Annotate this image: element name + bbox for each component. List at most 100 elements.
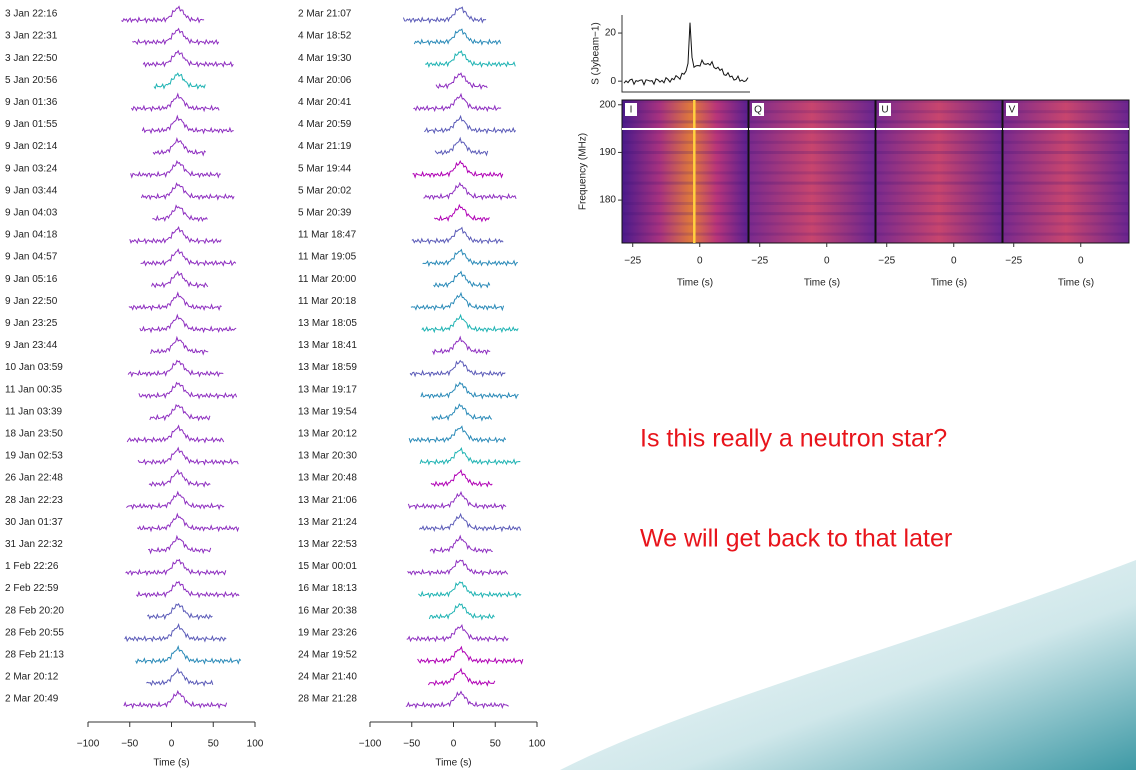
noise-band [1003, 182, 1129, 185]
noise-band [622, 171, 748, 174]
row-label: 19 Mar 23:26 [298, 627, 357, 638]
row-label: 11 Mar 18:47 [298, 230, 357, 241]
noise-band [876, 182, 1002, 185]
row-label: 19 Jan 02:53 [5, 451, 63, 462]
row-label: 2 Mar 20:12 [5, 672, 59, 683]
noise-band [749, 202, 875, 205]
spike [693, 100, 696, 243]
noise-band [749, 120, 875, 123]
row-label: 2 Feb 22:59 [5, 583, 59, 594]
x-tick-label: 0 [824, 256, 830, 267]
noise-band [622, 110, 748, 113]
noise-band [749, 131, 875, 134]
row-label: 9 Jan 05:16 [5, 274, 58, 285]
noise-band [876, 131, 1002, 134]
row-label: 26 Jan 22:48 [5, 473, 63, 484]
x-tick-label: 0 [1078, 256, 1084, 267]
note: Is this really a neutron star? [640, 425, 947, 453]
noise-band [622, 131, 748, 134]
row-label: 9 Jan 22:50 [5, 296, 58, 307]
noise-band [1003, 100, 1129, 103]
row-label: 16 Mar 18:13 [298, 583, 357, 594]
row-label: 2 Mar 21:07 [298, 9, 352, 20]
row-label: 24 Mar 21:40 [298, 672, 357, 683]
noise-band [749, 182, 875, 185]
row-label: 4 Mar 18:52 [298, 31, 352, 42]
x-tick-label: 0 [697, 256, 703, 267]
noise-band [876, 192, 1002, 195]
row-label: 5 Jan 20:56 [5, 75, 58, 86]
x-tick-label: 100 [247, 739, 264, 750]
row-label: 9 Jan 03:24 [5, 163, 58, 174]
row-label: 15 Mar 00:01 [298, 561, 357, 572]
noise-band [622, 100, 748, 103]
noise-band [749, 212, 875, 215]
noise-band [622, 120, 748, 123]
x-axis-label: Time (s) [931, 278, 967, 289]
row-label: 5 Mar 20:02 [298, 185, 352, 196]
noise-band [1003, 222, 1129, 225]
row-label: 10 Jan 03:59 [5, 362, 63, 373]
x-tick-label: −100 [359, 739, 382, 750]
panel-label: V [1009, 105, 1016, 116]
row-label: 1 Feb 22:26 [5, 561, 59, 572]
row-label: 13 Mar 21:24 [298, 517, 357, 528]
row-label: 2 Mar 20:49 [5, 694, 59, 705]
row-label: 9 Jan 04:03 [5, 208, 58, 219]
noise-band [876, 171, 1002, 174]
row-label: 28 Mar 21:28 [298, 694, 357, 705]
noise-band [622, 161, 748, 164]
x-axis-label: Time (s) [804, 278, 840, 289]
row-label: 13 Mar 20:48 [298, 473, 357, 484]
noise-band [876, 120, 1002, 123]
row-label: 13 Mar 19:17 [298, 384, 357, 395]
row-label: 31 Jan 22:32 [5, 539, 63, 550]
row-label: 3 Jan 22:16 [5, 9, 58, 20]
noise-band [749, 141, 875, 144]
noise-band [622, 202, 748, 205]
x-axis-label: Time (s) [153, 758, 189, 769]
noise-band [622, 151, 748, 154]
row-label: 9 Jan 04:57 [5, 252, 58, 263]
row-label: 9 Jan 01:36 [5, 97, 58, 108]
row-label: 4 Mar 19:30 [298, 53, 352, 64]
noise-band [749, 161, 875, 164]
row-label: 5 Mar 20:39 [298, 208, 352, 219]
noise-band [1003, 110, 1129, 113]
x-axis-label: Time (s) [435, 758, 471, 769]
x-axis-label: Time (s) [1058, 278, 1094, 289]
row-label: 11 Mar 20:18 [298, 296, 357, 307]
flux-trace [624, 23, 748, 85]
noise-band [749, 100, 875, 103]
y-axis-label: S (Jybeam−1) [591, 22, 602, 85]
noise-band [876, 233, 1002, 236]
noise-band [1003, 151, 1129, 154]
row-label: 9 Jan 03:44 [5, 185, 58, 196]
row-label: 24 Mar 19:52 [298, 650, 357, 661]
x-tick-label: −50 [403, 739, 420, 750]
noise-band [876, 110, 1002, 113]
row-label: 9 Jan 23:44 [5, 340, 58, 351]
noise-band [876, 222, 1002, 225]
row-label: 11 Mar 20:00 [298, 274, 357, 285]
x-tick-label: 0 [451, 739, 457, 750]
row-label: 18 Jan 23:50 [5, 429, 63, 440]
panel-label: Q [754, 105, 762, 116]
noise-band [749, 171, 875, 174]
noise-band [1003, 141, 1129, 144]
x-tick-label: 0 [169, 739, 175, 750]
row-label: 4 Mar 20:06 [298, 75, 352, 86]
noise-band [622, 141, 748, 144]
noise-band [622, 233, 748, 236]
row-label: 13 Mar 18:41 [298, 340, 357, 351]
row-label: 13 Mar 20:12 [298, 429, 357, 440]
x-tick-label: −25 [1005, 256, 1022, 267]
noise-band [876, 212, 1002, 215]
row-label: 13 Mar 18:59 [298, 362, 357, 373]
row-label: 13 Mar 21:06 [298, 495, 357, 506]
y-tick-label: 190 [599, 147, 616, 158]
plot-area [370, 0, 537, 722]
row-label: 28 Feb 21:13 [5, 650, 64, 661]
x-tick-label: 50 [208, 739, 220, 750]
row-label: 13 Mar 22:53 [298, 539, 357, 550]
